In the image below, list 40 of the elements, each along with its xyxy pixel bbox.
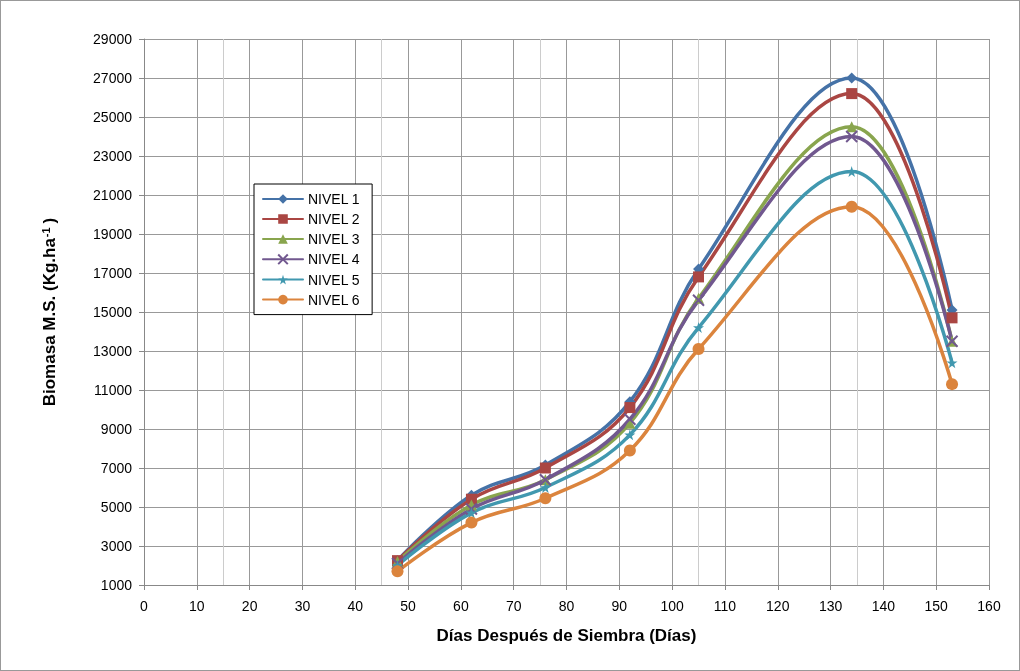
y-tick-label: 29000 — [93, 31, 133, 47]
y-tick-label: 27000 — [93, 70, 133, 86]
x-tick-label: 130 — [818, 598, 843, 614]
y-tick-label: 21000 — [93, 187, 133, 203]
y-tick-label: 5000 — [100, 499, 133, 515]
y-axis-title: Biomasa M.S. (Kg.ha-1) — [39, 217, 59, 407]
x-tick-label: 80 — [558, 598, 575, 614]
y-tick-label: 15000 — [93, 304, 133, 320]
x-tick-label: 20 — [241, 598, 258, 614]
y-tick-label: 25000 — [93, 109, 133, 125]
x-tick-label: 140 — [871, 598, 896, 614]
x-tick-label: 50 — [400, 598, 417, 614]
x-tick-label: 120 — [766, 598, 790, 614]
y-tick-label: 1000 — [100, 577, 133, 593]
y-tick-label: 19000 — [93, 226, 133, 242]
x-tick-label: 70 — [505, 598, 522, 614]
x-tick-label: 30 — [294, 598, 311, 614]
y-tick-label: 3000 — [100, 538, 133, 554]
y-tick-label: 23000 — [93, 148, 133, 164]
x-tick-label: 100 — [660, 598, 685, 614]
x-tick-label: 110 — [713, 598, 737, 614]
y-tick-label: 13000 — [93, 343, 133, 359]
legend-label: NIVEL 6 — [308, 291, 360, 308]
legend-label: NIVEL 2 — [308, 211, 360, 227]
y-tick-label: 11000 — [94, 382, 133, 398]
legend-label: NIVEL 4 — [308, 251, 360, 268]
x-tick-label: 90 — [611, 598, 628, 614]
x-tick-label: 40 — [347, 598, 364, 614]
legend-label: NIVEL 3 — [308, 231, 360, 247]
x-tick-label: 60 — [453, 598, 469, 614]
x-tick-label: 0 — [140, 598, 149, 614]
x-tick-label: 10 — [189, 598, 205, 614]
legend-label: NIVEL 1 — [308, 191, 360, 207]
y-tick-label: 17000 — [93, 265, 133, 281]
x-tick-label: 150 — [924, 598, 949, 614]
legend-label: NIVEL 5 — [308, 271, 360, 288]
y-tick-label: 7000 — [100, 460, 133, 476]
x-axis-title: Días Después de Siembra (Días) — [436, 626, 697, 645]
x-tick-label: 160 — [977, 598, 1001, 614]
y-tick-label: 9000 — [100, 421, 133, 437]
